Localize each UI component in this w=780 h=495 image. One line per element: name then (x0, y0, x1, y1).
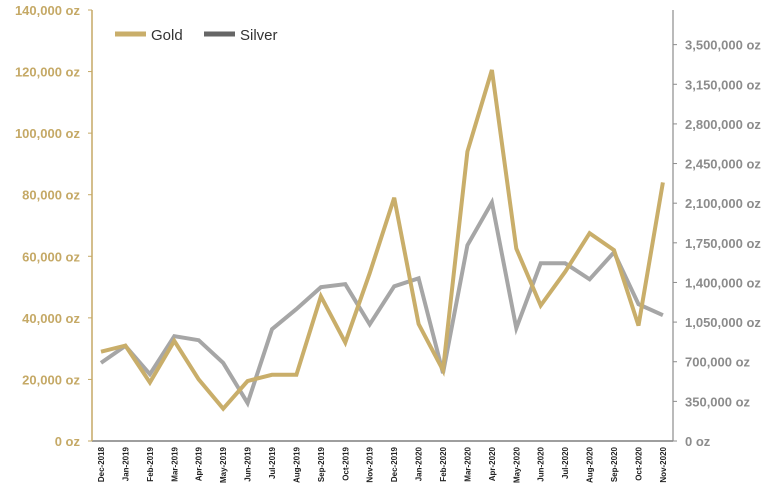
legend: Gold Silver (115, 27, 278, 44)
right-axis-tick-label: 0 oz (685, 434, 711, 449)
left-axis-tick-label: 100,000 oz (15, 126, 81, 141)
series-line-gold (100, 69, 665, 412)
left-axis-tick-label: 80,000 oz (22, 188, 80, 203)
right-axis-tick-label: 1,750,000 oz (685, 236, 761, 251)
legend-gold-label: Gold (151, 27, 183, 44)
x-axis-tick-label: May-2020 (512, 446, 521, 483)
left-axis-tick-label: 140,000 oz (15, 3, 81, 18)
left-axis-tick-label: 60,000 oz (22, 249, 80, 264)
x-axis-tick-label: Jul-2020 (561, 446, 570, 479)
right-axis-tick-label: 3,500,000 oz (685, 38, 761, 53)
right-axis-tick-label: 2,100,000 oz (685, 196, 761, 211)
x-axis-tick-label: Nov-2019 (366, 446, 375, 482)
right-axis-tick-label: 3,150,000 oz (685, 77, 761, 92)
x-axis-tick-label: May-2019 (219, 446, 228, 483)
left-axis-tick-label: 120,000 oz (15, 65, 81, 80)
legend-silver-label: Silver (240, 27, 278, 44)
right-axis-tick-label: 1,400,000 oz (685, 275, 761, 290)
x-axis-tick-label: Apr-2020 (488, 446, 497, 481)
x-axis-tick-label: Oct-2020 (634, 446, 643, 480)
x-axis-tick-label: Nov-2020 (659, 446, 668, 482)
right-axis-tick-label: 700,000 oz (685, 355, 751, 370)
x-axis-tick-label: Jan-2020 (415, 446, 424, 481)
left-axis-tick-label: 40,000 oz (22, 311, 80, 326)
x-axis-tick-label: Jun-2020 (537, 446, 546, 481)
right-axis-tick-label: 2,450,000 oz (685, 157, 761, 172)
x-axis-tick-label: Oct-2019 (341, 446, 350, 480)
x-axis-tick-label: Feb-2019 (146, 446, 155, 481)
right-axis-tick-label: 2,800,000 oz (685, 117, 761, 132)
x-axis-tick-label: Sep-2020 (610, 446, 619, 482)
x-axis-tick-label: Mar-2019 (170, 446, 179, 481)
right-axis-tick-label: 350,000 oz (685, 394, 751, 409)
right-axis-tick-label: 1,050,000 oz (685, 315, 761, 330)
x-axis-tick-label: Jul-2019 (268, 446, 277, 479)
left-axis-tick-label: 20,000 oz (22, 372, 80, 387)
x-axis-tick-label: Aug-2019 (292, 446, 301, 483)
x-axis-tick-label: Jan-2019 (121, 446, 130, 481)
x-axis-tick-label: Sep-2019 (317, 446, 326, 482)
x-axis-tick-label: Feb-2020 (439, 446, 448, 481)
x-axis-tick-label: Apr-2019 (195, 446, 204, 481)
x-axis-tick-label: Mar-2020 (463, 446, 472, 481)
x-axis-tick-label: Jun-2019 (244, 446, 253, 481)
x-axis-tick-label: Dec-2019 (390, 446, 399, 482)
x-axis-tick-label: Dec-2018 (97, 446, 106, 482)
x-axis-tick-label: Aug-2020 (586, 446, 595, 483)
left-axis-tick-label: 0 oz (55, 434, 81, 449)
